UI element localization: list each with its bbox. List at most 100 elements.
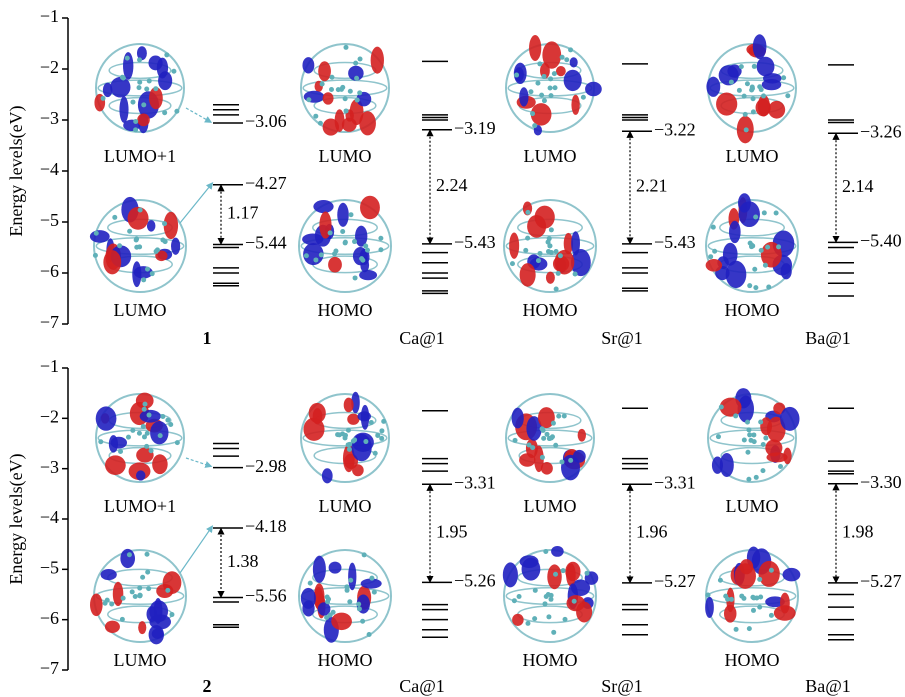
y-tick-label: −5 — [40, 557, 59, 577]
orbital-label: LUMO+1 — [104, 496, 176, 516]
atom — [746, 477, 751, 482]
atom — [751, 109, 756, 114]
atom — [739, 594, 744, 599]
atom — [378, 236, 383, 241]
y-tick-label: −6 — [40, 608, 59, 628]
atom — [306, 97, 311, 102]
y-tick-label: −6 — [40, 261, 59, 281]
atom — [510, 261, 515, 266]
atom — [559, 459, 564, 464]
lobe — [720, 453, 734, 477]
atom — [137, 85, 142, 90]
atom — [532, 123, 537, 128]
lobe — [152, 454, 168, 474]
atom — [347, 447, 352, 452]
atom — [120, 617, 125, 622]
atom — [749, 88, 754, 93]
atom — [112, 215, 117, 220]
atom — [525, 210, 530, 215]
orbital-image — [94, 44, 184, 133]
lobe — [546, 272, 555, 284]
lobe — [335, 109, 345, 132]
group-name: Ba@1 — [805, 676, 851, 696]
atom — [718, 578, 723, 583]
atom — [725, 597, 730, 602]
lobe — [519, 87, 528, 106]
lobe — [757, 57, 775, 77]
atom — [753, 215, 758, 220]
lobe — [780, 407, 799, 431]
lobe — [171, 238, 180, 255]
atom — [546, 614, 551, 619]
atom — [337, 432, 342, 437]
y-tick-label: −4 — [40, 159, 59, 179]
atom — [133, 594, 138, 599]
atom — [141, 102, 146, 107]
lobe — [344, 398, 354, 413]
lobe — [529, 35, 541, 61]
y-tick-label: −3 — [40, 457, 59, 477]
atom — [763, 263, 768, 268]
lobe — [729, 221, 741, 243]
lobe — [149, 625, 164, 644]
atom — [145, 267, 150, 272]
y-axis-label: Energy levels(eV) — [6, 453, 27, 584]
group-name: Ca@1 — [399, 676, 445, 696]
atom — [766, 285, 771, 290]
orbital-label: LUMO — [114, 300, 167, 320]
atom — [708, 254, 713, 259]
atom — [752, 64, 757, 69]
atom — [537, 61, 542, 66]
atom — [705, 592, 710, 597]
orbital-label: LUMO — [319, 496, 372, 516]
atom — [329, 75, 334, 80]
lobe — [578, 429, 586, 442]
orbital-label: LUMO — [524, 146, 577, 166]
orbital-image — [301, 44, 389, 136]
atom — [134, 237, 139, 242]
atom — [538, 251, 543, 256]
orbital-label: LUMO — [319, 146, 372, 166]
lobe — [337, 203, 349, 227]
lobe — [313, 200, 333, 213]
y-tick-label: −5 — [40, 210, 59, 230]
orbital-image — [506, 394, 594, 482]
lobe — [348, 563, 356, 591]
atom — [365, 248, 370, 253]
atom — [137, 57, 142, 62]
lobe — [520, 555, 539, 568]
atom — [356, 602, 361, 607]
lobe — [360, 196, 380, 220]
atom — [162, 221, 167, 226]
atom — [326, 597, 331, 602]
atom — [308, 581, 313, 586]
atom — [358, 56, 363, 61]
atom — [344, 584, 349, 589]
atom — [158, 433, 163, 438]
lobe — [322, 468, 333, 483]
figure: Energy levels(eV)−1−2−3−4−5−6−7LUMO+1LUM… — [0, 0, 905, 697]
orbital-label: LUMO — [726, 146, 779, 166]
atom — [514, 73, 519, 78]
atom — [517, 594, 522, 599]
atom — [319, 252, 324, 257]
atom — [550, 434, 555, 439]
lobe — [520, 263, 536, 287]
lobe — [113, 582, 124, 606]
atom — [763, 436, 768, 441]
level-label: −5.40 — [860, 231, 902, 251]
atom — [513, 438, 518, 443]
atom — [545, 432, 550, 437]
atom — [734, 627, 739, 632]
level-label: −5.27 — [860, 571, 902, 591]
atom — [523, 248, 528, 253]
lobe — [105, 621, 120, 633]
gap-label: 2.24 — [436, 175, 468, 195]
orbital-image — [299, 196, 391, 292]
atom — [93, 253, 98, 258]
level-label: −2.98 — [245, 456, 287, 476]
atom — [127, 229, 132, 234]
orbital-label: HOMO — [317, 650, 372, 670]
atom — [551, 630, 556, 635]
atom — [548, 85, 553, 90]
